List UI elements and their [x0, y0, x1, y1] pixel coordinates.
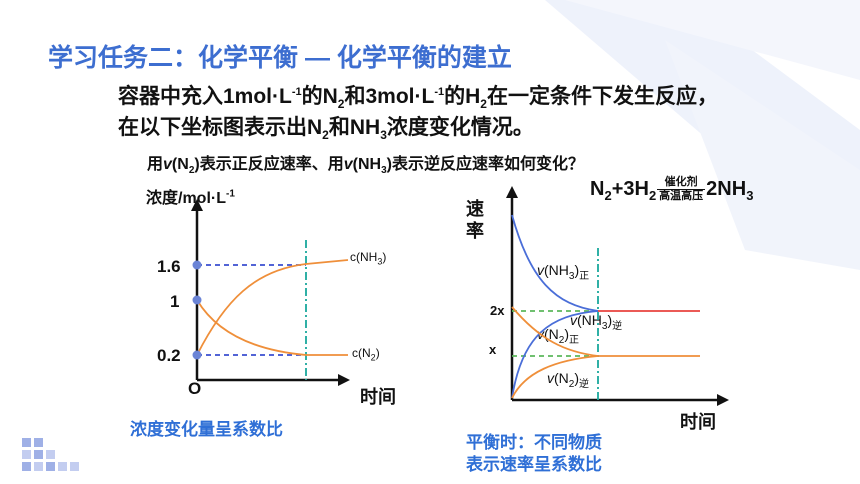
note-equilibrium-line2: 表示速率呈系数比 — [466, 455, 602, 474]
point-1-6 — [192, 260, 202, 270]
problem-statement: 容器中充入1mol·L-1的N2和3mol·L-1的H2在一定条件下发生反应，在… — [118, 85, 718, 143]
question-text: 用v(N2)表示正反应速率、用v(NH3)表示逆反应速率如何变化？ — [147, 156, 584, 177]
rate-x-axis-arrow-icon — [717, 394, 729, 406]
note-equilibrium-line1: 平衡时：不同物质 — [466, 433, 602, 452]
conc-tick-1: 1 — [170, 292, 180, 311]
series-label-v-nh3-reverse: v(NH3)逆 — [570, 312, 623, 332]
series-label-v-nh3-forward: v(NH3)正 — [537, 262, 590, 282]
conc-tick-0-2: 0.2 — [157, 346, 181, 365]
series-label-c-n2: c(N2) — [352, 346, 380, 363]
conc-tick-1-6: 1.6 — [157, 257, 181, 276]
rate-xlabel: 时间 — [680, 412, 716, 432]
conc-y-axis-arrow-icon — [191, 199, 203, 211]
curve-v-n2-reverse — [511, 355, 599, 399]
point-0-2 — [192, 350, 202, 360]
note-coefficient-ratio: 浓度变化量呈系数比 — [130, 420, 283, 439]
curve-c-nh3 — [196, 259, 349, 356]
reaction-arrow-icon: 催化剂 高温高压 — [657, 176, 706, 202]
curve-v-n2-forward — [511, 306, 700, 357]
rate-tick-x: x — [489, 342, 497, 357]
curve-v-nh3-reverse — [511, 310, 599, 399]
curve-v-nh3-forward — [511, 214, 599, 312]
rate-y-axis-arrow-icon — [506, 186, 518, 198]
rate-ylabel: 速率 — [466, 199, 484, 241]
page-title: 学习任务二：化学平衡 — 化学平衡的建立 — [48, 44, 512, 72]
rate-tick-2x: 2x — [490, 303, 505, 318]
series-label-v-n2-reverse: v(N2)逆 — [547, 370, 590, 390]
conc-xlabel: 时间 — [360, 387, 396, 407]
background-decoration — [545, 0, 860, 270]
conc-x-axis-arrow-icon — [338, 374, 350, 386]
curve-c-n2 — [196, 299, 348, 356]
conc-ylabel: 浓度/mol·L-1 — [146, 188, 235, 207]
reaction-equation: N2+3H2 催化剂 高温高压 2NH3 — [590, 176, 754, 203]
series-label-c-nh3: c(NH3) — [350, 250, 387, 267]
point-1 — [192, 295, 202, 305]
conc-origin: O — [188, 379, 202, 398]
